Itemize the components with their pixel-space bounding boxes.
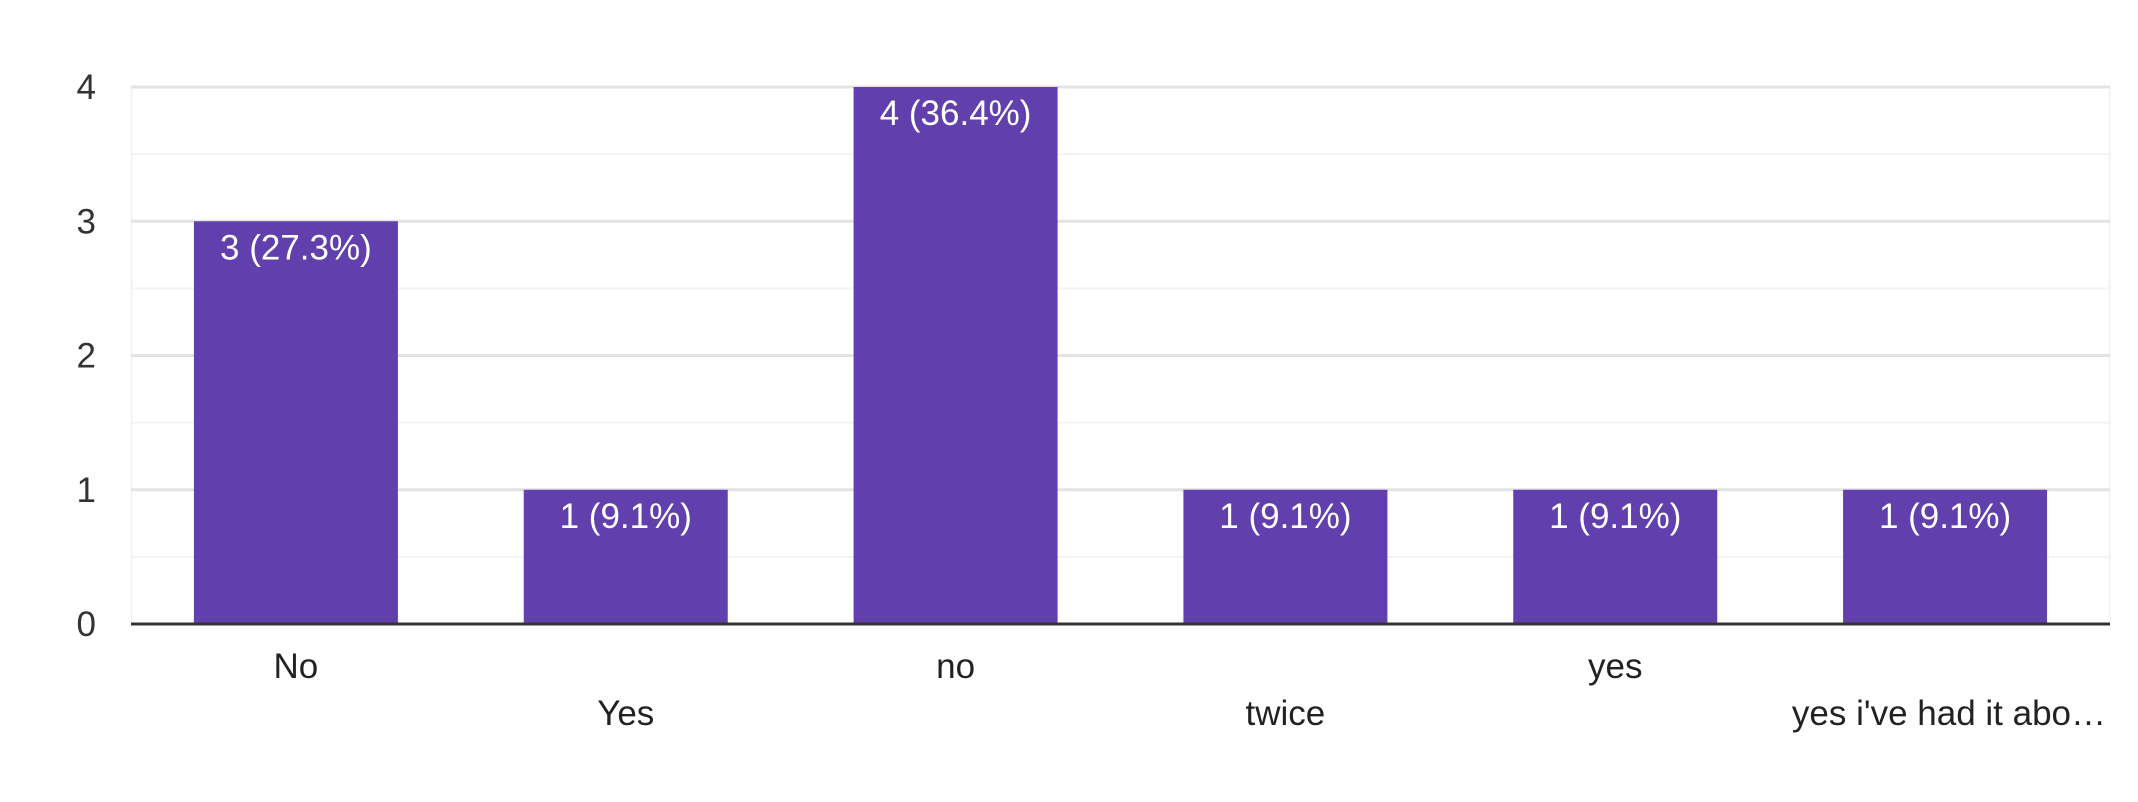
y-tick-labels: 0 1 2 3 4: [77, 68, 96, 644]
bar: [193, 221, 398, 624]
x-category-label: no: [936, 647, 975, 686]
bar: [1513, 489, 1718, 624]
data-label: 1 (9.1%): [1879, 497, 2011, 536]
x-category-label: yes i've had it abo…: [1792, 694, 2106, 733]
y-tick-label: 2: [77, 337, 96, 376]
data-label: 1 (9.1%): [1549, 497, 1681, 536]
x-category-label: Yes: [597, 694, 654, 733]
data-label: 1 (9.1%): [560, 497, 692, 536]
grid-lines: [130, 85, 2111, 624]
y-tick-label: 1: [77, 471, 96, 510]
x-category-label: twice: [1246, 694, 1326, 733]
y-tick-label: 4: [77, 68, 96, 107]
bar: [853, 87, 1058, 624]
bar: [523, 489, 728, 624]
data-label: 4 (36.4%): [880, 94, 1032, 133]
data-labels: 3 (27.3%) 1 (9.1%) 4 (36.4%) 1 (9.1%) 1 (9.1…: [220, 94, 2011, 536]
data-label: 1 (9.1%): [1219, 497, 1351, 536]
y-tick-label: 3: [77, 202, 96, 241]
data-label: 3 (27.3%): [220, 228, 372, 267]
x-category-labels: No Yes no twice yes yes i've had it abo…: [274, 647, 2106, 733]
x-category-label: No: [274, 647, 319, 686]
bar: [1183, 489, 1388, 624]
x-category-label: yes: [1588, 647, 1642, 686]
y-tick-label: 0: [77, 605, 96, 644]
bar: [1843, 489, 2048, 624]
bars: [193, 87, 2048, 624]
